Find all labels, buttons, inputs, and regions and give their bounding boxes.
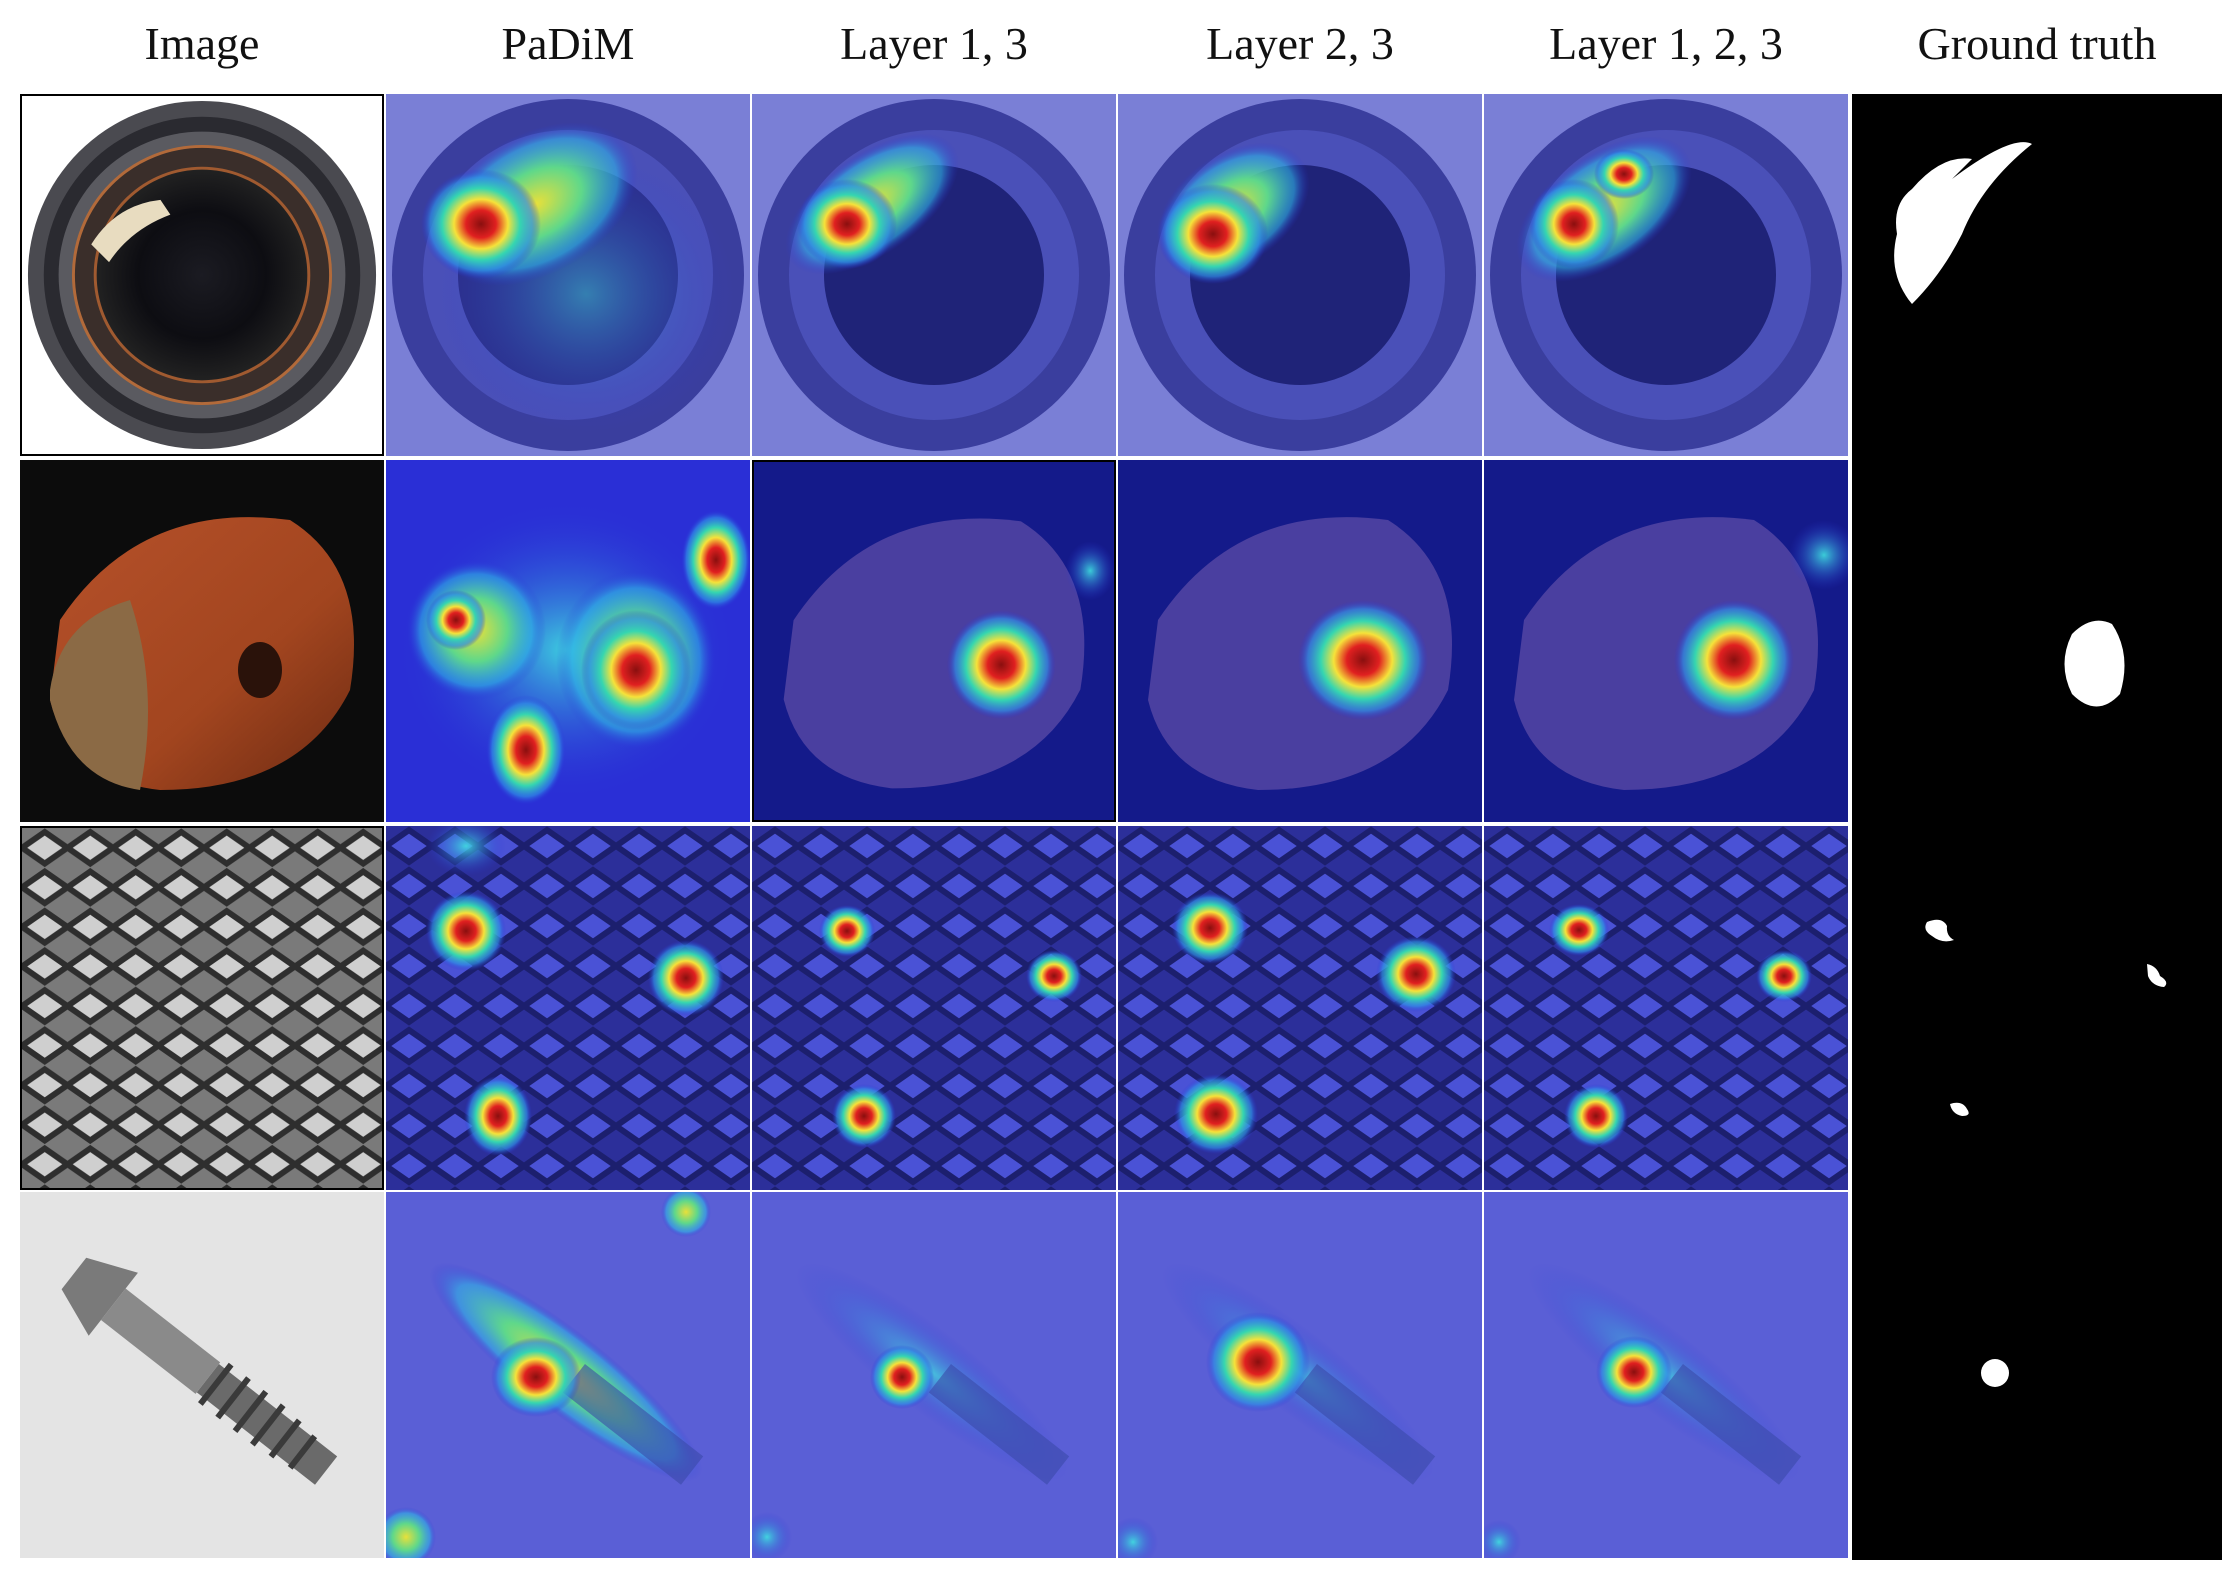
gt-mask-grid-1 [1925,919,1954,942]
hazelnut-padim-heatmap [386,460,750,822]
grid-padim-heatmap [386,826,750,1190]
bottle-layer-1-3-heatmap [752,94,1116,456]
screw-layer-1-3-heatmap [752,1192,1116,1558]
ground-truth-column [1852,94,2222,1560]
gt-mask-screw [1981,1359,2009,1387]
screw-padim-heatmap [386,1192,750,1558]
bottle-input-image [20,94,384,456]
grid-layer-1-2-3-heatmap [1484,826,1848,1190]
hazelnut-layer-1-3-heatmap [752,460,1116,822]
grid-input-image [20,826,384,1190]
col-title-image: Image [144,18,260,69]
col-title-ground-truth: Ground truth [1917,18,2157,69]
screw-input-image [20,1192,384,1558]
screw-layer-1-2-3-heatmap [1484,1192,1848,1558]
hazelnut-layer-2-3-heatmap [1118,460,1482,822]
column-header-row: Image PaDiM Layer 1, 3 Layer 2, 3 Layer … [0,0,2236,90]
hazelnut-input-image [20,460,384,822]
col-title-layer-2-3: Layer 2, 3 [1206,18,1394,69]
gt-mask-grid-3 [1950,1102,1969,1116]
screw-layer-2-3-heatmap [1118,1192,1482,1558]
gt-mask-bottle [1894,142,2032,304]
hazelnut-layer-1-2-3-heatmap [1484,460,1848,822]
grid-layer-1-3-heatmap [752,826,1116,1190]
gt-mask-hazelnut [2064,620,2125,707]
bottle-layer-2-3-heatmap [1118,94,1482,456]
results-grid [20,94,2222,1560]
bottle-layer-1-2-3-heatmap [1484,94,1848,456]
bottle-padim-heatmap [386,94,750,456]
gt-mask-grid-2 [2147,964,2167,987]
col-title-layer-1-3: Layer 1, 3 [840,18,1028,69]
grid-layer-2-3-heatmap [1118,826,1482,1190]
col-title-layer-1-2-3: Layer 1, 2, 3 [1549,18,1783,69]
col-title-padim: PaDiM [501,18,635,69]
